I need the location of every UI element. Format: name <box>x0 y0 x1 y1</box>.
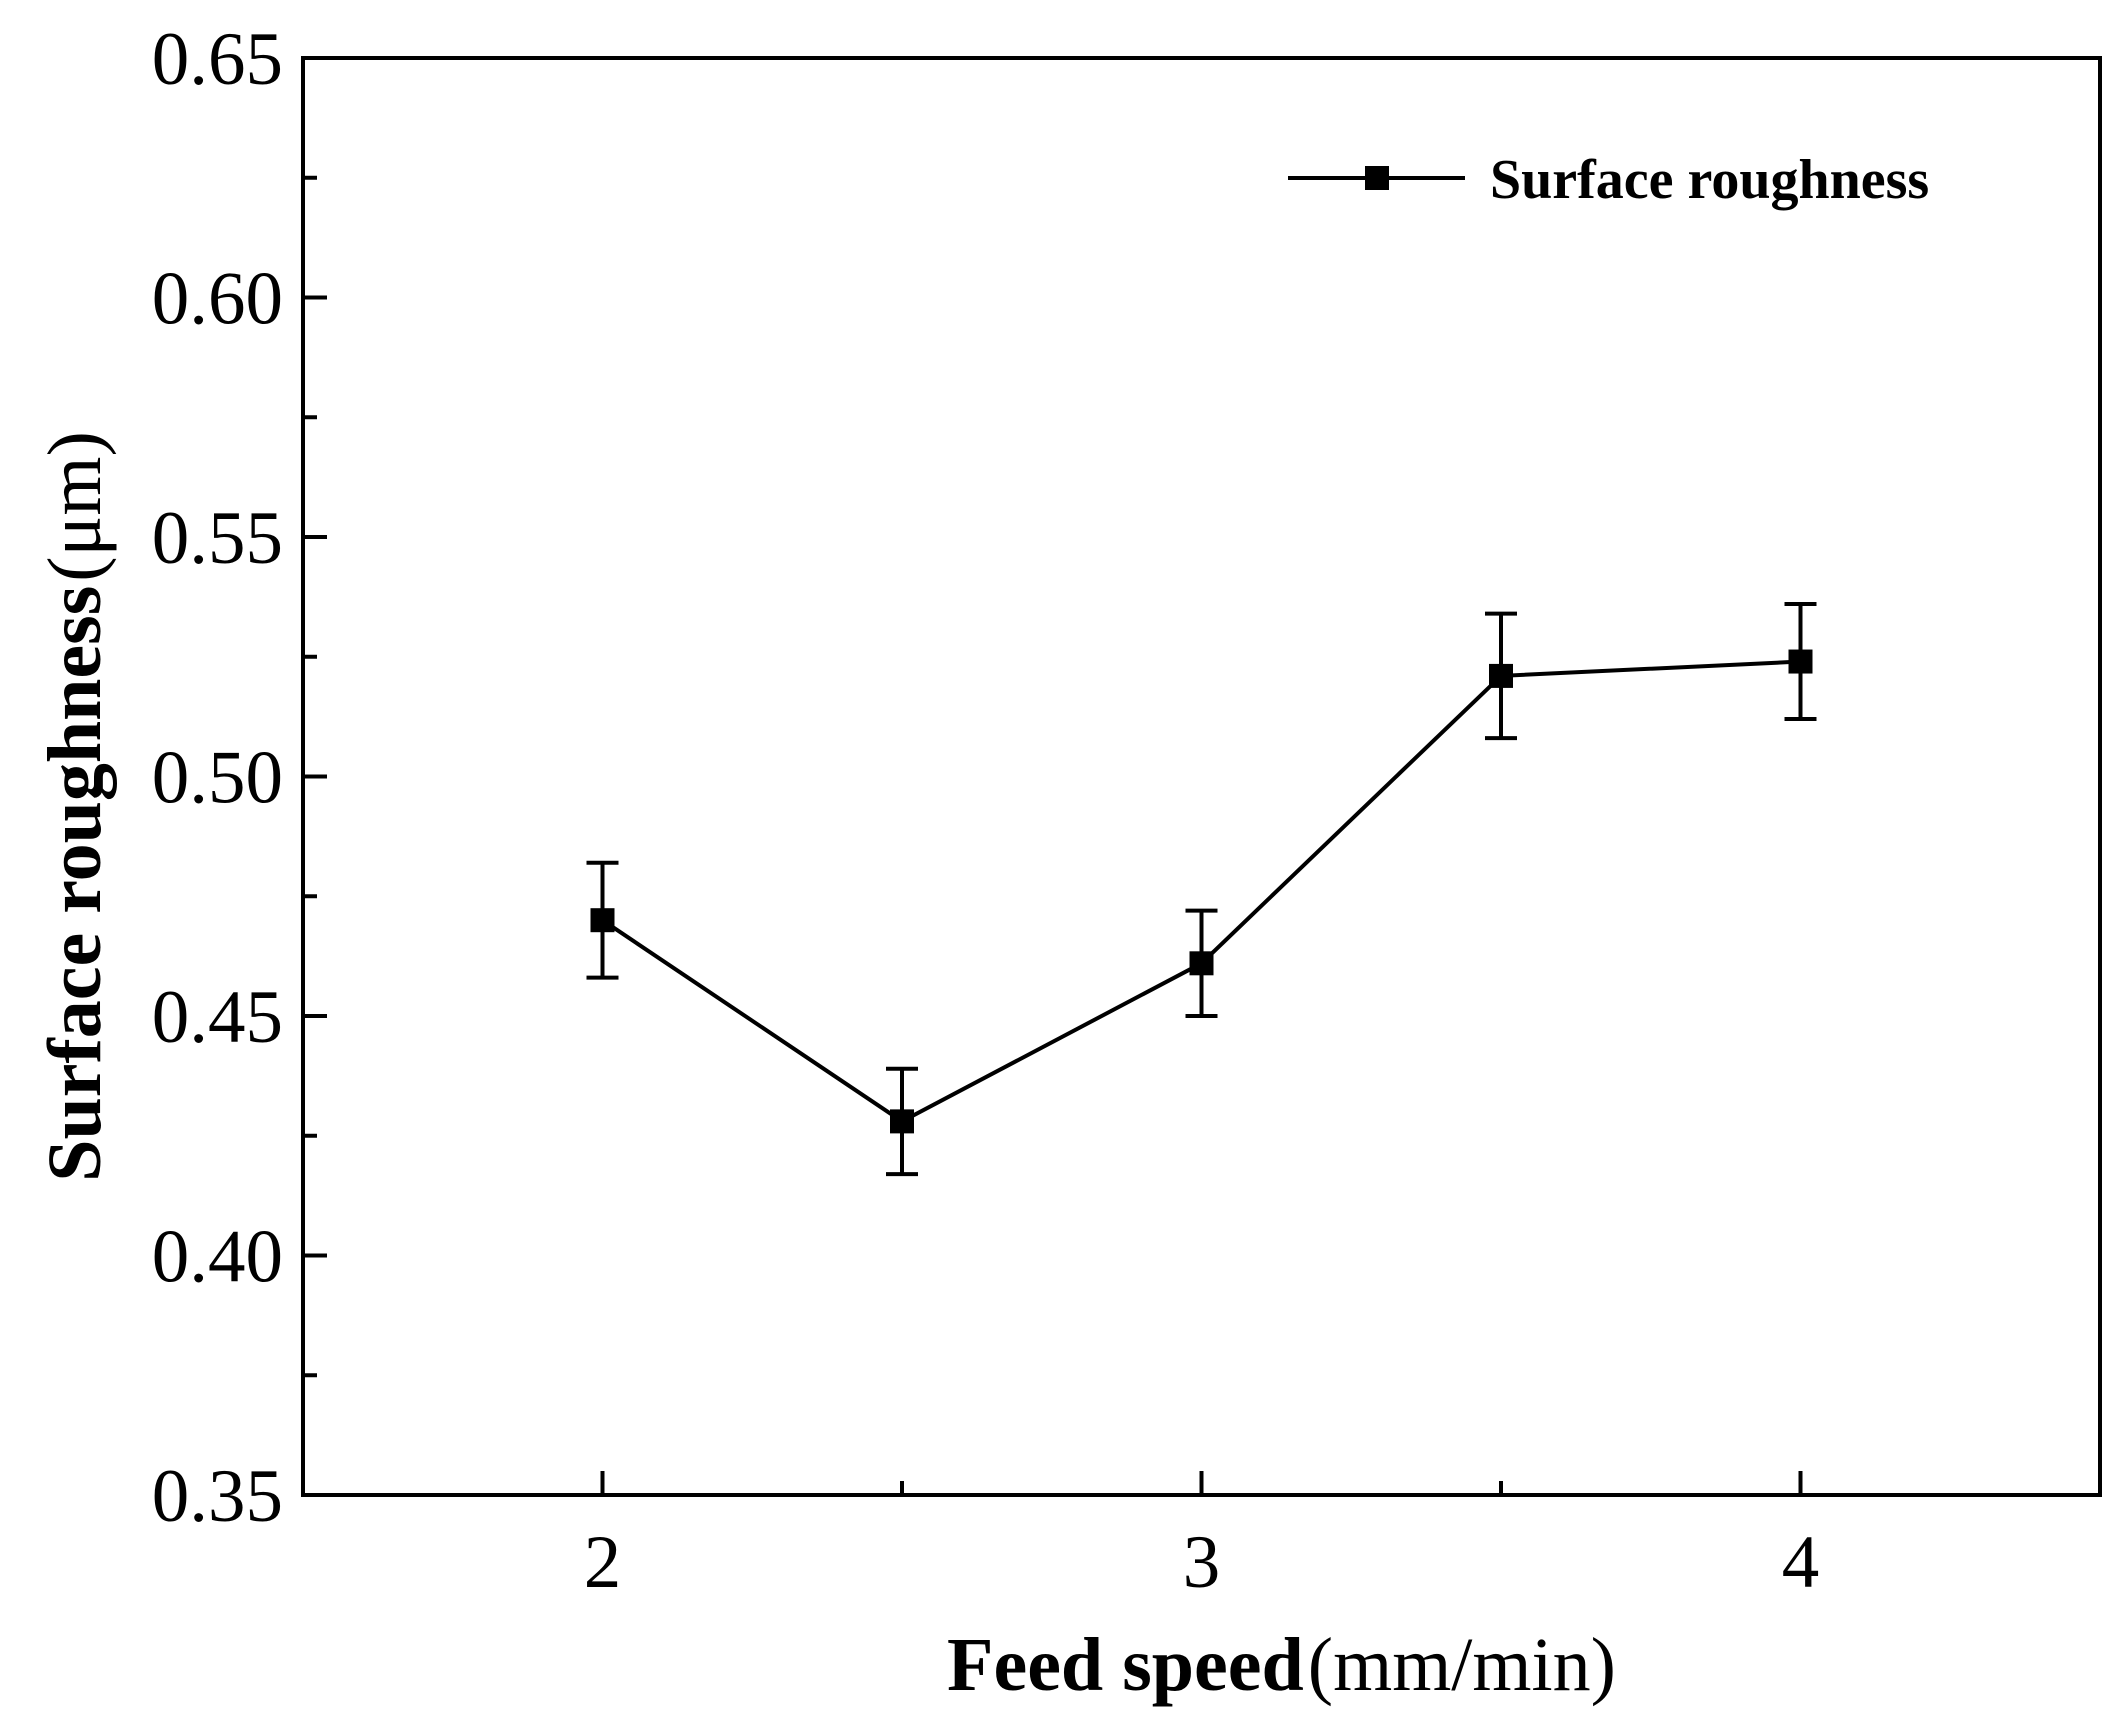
x-axis-title-unit: (mm/min) <box>1308 1623 1616 1707</box>
x-tick-label: 2 <box>584 1521 622 1604</box>
x-tick-label: 4 <box>1782 1521 1820 1604</box>
legend: Surface roughness <box>1288 149 1929 211</box>
y-tick-label: 0.40 <box>152 1216 283 1299</box>
y-axis-title-unit: (μm) <box>33 431 117 581</box>
y-axis-ticks: 0.35 0.40 0.45 0.50 0.55 0.60 0.65 <box>152 18 327 1538</box>
legend-marker <box>1365 166 1389 190</box>
y-tick-label: 0.50 <box>152 737 283 820</box>
data-point <box>590 908 615 933</box>
x-axis-ticks: 2 3 4 <box>584 1471 1820 1604</box>
y-tick-label: 0.35 <box>152 1455 283 1538</box>
x-tick-label: 3 <box>1183 1521 1221 1604</box>
x-axis-title: Feed speed (mm/min) <box>947 1623 1616 1707</box>
plot-frame <box>301 56 2102 1497</box>
data-point <box>1489 663 1513 688</box>
y-tick-label: 0.60 <box>152 258 283 341</box>
series-layer <box>586 602 1817 1177</box>
y-axis-title-text: Surface roughness <box>33 586 117 1182</box>
y-tick-label: 0.65 <box>152 18 283 101</box>
data-point <box>890 1109 914 1134</box>
series-line <box>601 659 1801 1124</box>
x-axis-title-text: Feed speed <box>947 1623 1304 1707</box>
data-point <box>1189 951 1214 976</box>
y-tick-label: 0.45 <box>152 976 283 1059</box>
legend-label: Surface roughness <box>1490 149 1929 211</box>
y-tick-label: 0.55 <box>152 497 283 580</box>
data-point <box>1788 649 1813 674</box>
y-axis-title: Surface roughness (μm) <box>33 431 117 1182</box>
